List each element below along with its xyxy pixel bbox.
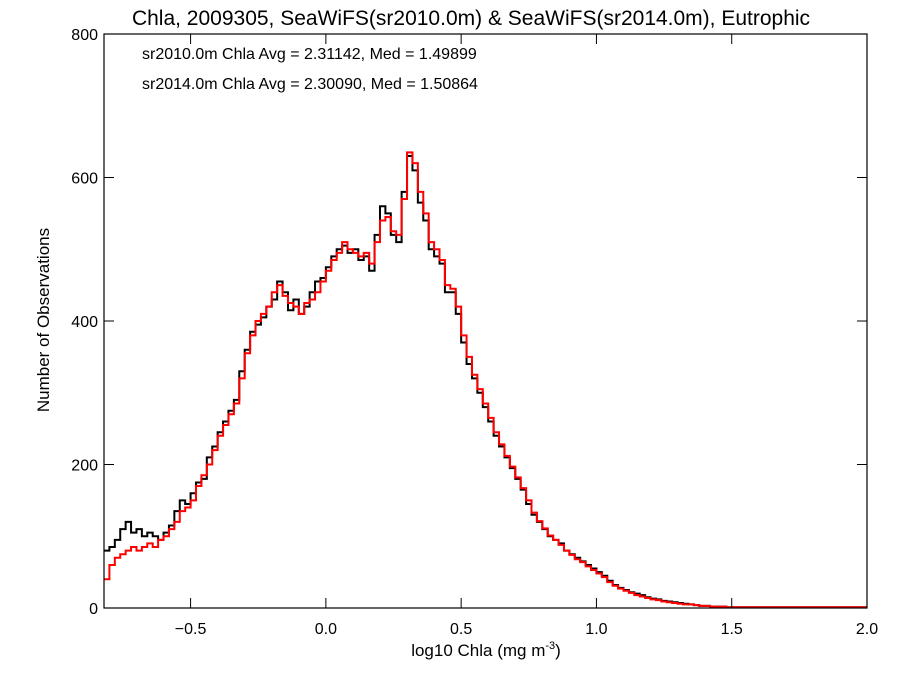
- x-axis-title-main: log10 Chla (mg m: [411, 641, 545, 660]
- y-tick-label: 0: [89, 601, 98, 618]
- plot-frame: [103, 33, 868, 609]
- x-tick-label: −0.5: [175, 621, 207, 638]
- x-tick-label: 1.5: [721, 621, 743, 638]
- legend-entry-sr2014: sr2014.0m Chla Avg = 2.30090, Med = 1.50…: [142, 76, 478, 93]
- x-axis-title: log10 Chla (mg m-3): [411, 640, 561, 660]
- legend-entry-sr2010: sr2010.0m Chla Avg = 2.31142, Med = 1.49…: [142, 46, 477, 63]
- y-axis-title: Number of Observations: [34, 228, 53, 412]
- x-axis-title-suffix: ): [555, 641, 561, 660]
- x-tick-label: 0.5: [450, 621, 472, 638]
- x-axis-title-superscript: -3: [545, 640, 555, 652]
- chart-title: Chla, 2009305, SeaWiFS(sr2010.0m) & SeaW…: [132, 7, 810, 30]
- y-tick-label: 200: [71, 458, 98, 475]
- x-tick-label: 0.0: [315, 621, 337, 638]
- series-line-sr2014.0m: [104, 151, 867, 609]
- series-line-sr2010.0m: [104, 154, 867, 609]
- x-tick-label: 1.0: [585, 621, 607, 638]
- series-layer: [104, 151, 867, 609]
- legend: sr2010.0m Chla Avg = 2.31142, Med = 1.49…: [142, 46, 478, 93]
- x-tick-label: 2.0: [856, 621, 878, 638]
- y-tick-label: 800: [71, 27, 98, 44]
- axes: −0.5 0.0 0.5 1.0 1.5 2.0 0 200 400 600 800: [71, 27, 878, 638]
- y-tick-label: 600: [71, 171, 98, 188]
- y-tick-label: 400: [71, 314, 98, 331]
